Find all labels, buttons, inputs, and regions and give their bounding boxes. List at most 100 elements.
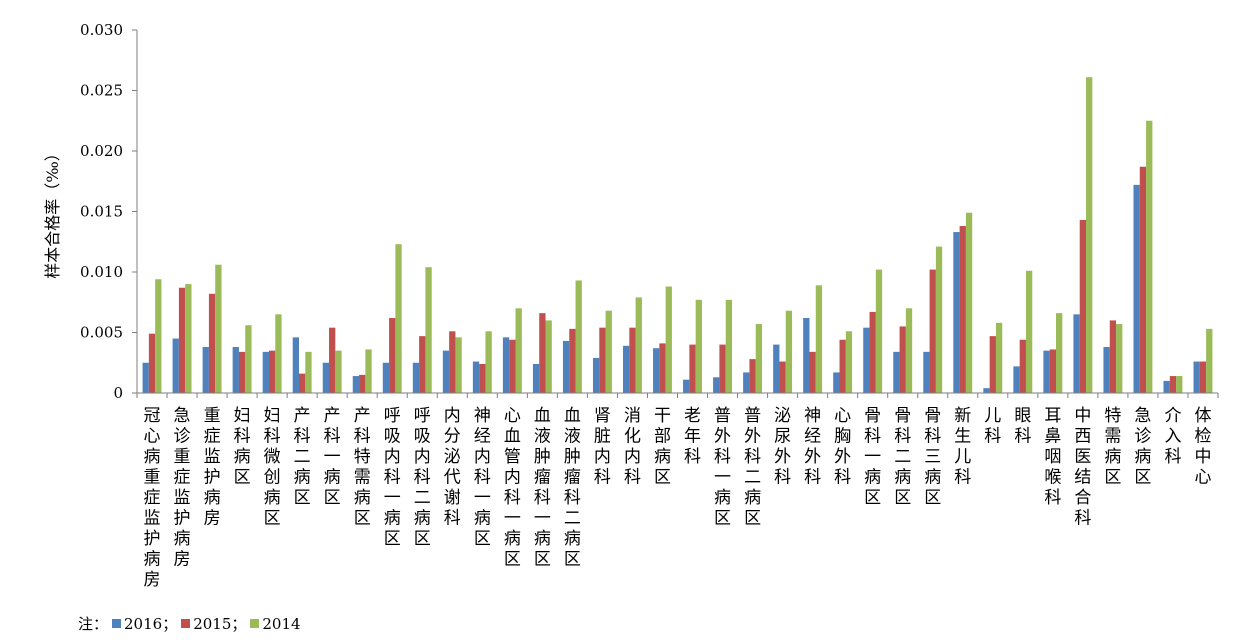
x-tick-label: 呼吸内科一病区 <box>384 406 401 549</box>
bar-2014 <box>1086 77 1093 393</box>
bar-2014 <box>455 337 462 393</box>
bar-2015 <box>749 359 756 393</box>
x-tick-label: 神经内科一病区 <box>474 406 491 549</box>
bar-2016 <box>592 357 600 393</box>
bar-2015 <box>359 374 366 393</box>
bar-2014 <box>815 285 823 393</box>
bar-2016 <box>322 362 330 393</box>
bar-2016 <box>142 362 149 393</box>
x-tick-label: 中西医结合科 <box>1074 406 1091 529</box>
bar-2014 <box>1116 324 1123 393</box>
bar-2016 <box>1103 347 1110 393</box>
x-tick-label: 干部病区 <box>654 406 671 488</box>
y-tick-label: 0 <box>113 384 123 402</box>
bar-2015 <box>268 350 276 393</box>
bar-2015 <box>1109 320 1117 393</box>
bar-2016 <box>472 361 480 393</box>
bar-2014 <box>305 351 312 393</box>
x-tick-label: 普外科一病区 <box>714 406 731 529</box>
x-tick-label: 血液肿瘤科一病区 <box>534 406 551 570</box>
bar-2016 <box>803 317 810 393</box>
bar-2015 <box>1139 166 1147 393</box>
bar-2016 <box>1133 184 1140 393</box>
bar-2014 <box>635 297 642 393</box>
bar-2014 <box>905 308 913 393</box>
y-tick-label: 0.005 <box>80 324 123 342</box>
y-axis-title: 样本合格率（‰） <box>43 145 62 278</box>
bar-2015 <box>599 327 606 393</box>
x-tick-label: 消化内科 <box>624 406 641 488</box>
bar-2014 <box>995 322 1003 393</box>
bar-2016 <box>1073 314 1080 393</box>
bar-2014 <box>545 320 552 393</box>
bar-2015 <box>148 333 156 393</box>
x-tick-label: 呼吸内科二病区 <box>414 406 431 549</box>
legend-swatch-2014 <box>250 619 260 628</box>
bar-2014 <box>185 284 192 393</box>
legend-swatch-2015 <box>181 619 191 628</box>
bar-2015 <box>1019 339 1026 393</box>
bar-2015 <box>329 327 336 393</box>
bar-2016 <box>983 388 990 393</box>
bar-2016 <box>532 363 540 393</box>
x-tick-label: 急诊重症监护病房 <box>174 406 191 570</box>
bar-2016 <box>953 232 960 393</box>
x-tick-label: 骨科一病区 <box>864 406 881 508</box>
bar-2015 <box>689 344 696 393</box>
bar-2016 <box>232 347 239 393</box>
bar-2014 <box>485 331 492 393</box>
x-tick-label: 骨科二病区 <box>894 406 911 508</box>
bar-2016 <box>1043 350 1050 393</box>
x-tick-label: 特需病区 <box>1104 406 1121 488</box>
x-tick-label: 肾脏内科 <box>594 406 611 488</box>
bar-2014 <box>245 325 252 393</box>
bar-2014 <box>515 308 522 393</box>
legend-label-2014: 2014 <box>262 614 301 633</box>
bar-2016 <box>923 351 930 393</box>
bar-2015 <box>479 363 486 393</box>
bar-2015 <box>839 339 846 393</box>
bar-2016 <box>623 345 630 393</box>
bar-2015 <box>929 269 936 393</box>
y-tick-label: 0.010 <box>80 263 123 281</box>
bar-2016 <box>683 379 690 393</box>
bar-2015 <box>569 328 576 393</box>
bar-2015 <box>1169 376 1177 393</box>
bar-2014 <box>935 246 943 393</box>
note-prefix: 注： <box>78 615 109 633</box>
bar-2015 <box>539 313 546 393</box>
bar-2016 <box>292 337 300 393</box>
legend-swatch-2016 <box>112 619 122 628</box>
bar-2016 <box>773 344 780 393</box>
bar-2014 <box>695 299 702 393</box>
y-tick-label: 0.030 <box>80 21 123 39</box>
bar-2016 <box>172 338 179 393</box>
bar-2016 <box>893 351 900 393</box>
legend-label-2016: 2016； <box>124 615 178 633</box>
x-tick-label: 重症监护病房 <box>204 406 221 529</box>
bar-2015 <box>509 339 516 393</box>
bar-2014 <box>275 314 282 393</box>
bar-2015 <box>299 373 306 393</box>
bar-2014 <box>365 349 372 393</box>
bar-2015 <box>989 336 996 393</box>
bar-2016 <box>442 350 450 393</box>
x-tick-label: 产科一病区 <box>324 406 341 508</box>
bar-2015 <box>779 361 786 393</box>
x-tick-label: 神经外科 <box>804 406 821 488</box>
x-tick-label: 眼科 <box>1014 406 1031 447</box>
bar-2015 <box>899 326 906 393</box>
bar-2016 <box>382 362 390 393</box>
bar-2016 <box>412 362 420 393</box>
bar-2016 <box>833 372 840 393</box>
x-tick-label: 泌尿外科 <box>774 406 791 488</box>
x-tick-label: 儿科 <box>984 406 1001 447</box>
bar-2015 <box>809 351 816 393</box>
bar-2016 <box>562 340 570 393</box>
bar-2016 <box>1163 380 1170 393</box>
x-axis: 冠心病重症监护病房急诊重症监护病房重症监护病房妇科病区妇科微创病区产科二病区产科… <box>136 392 1219 590</box>
bar-2014 <box>665 286 672 393</box>
bar-2015 <box>719 344 726 393</box>
y-axis: 0 0.005 0.010 0.015 0.020 0.025 0.030 <box>80 21 138 402</box>
